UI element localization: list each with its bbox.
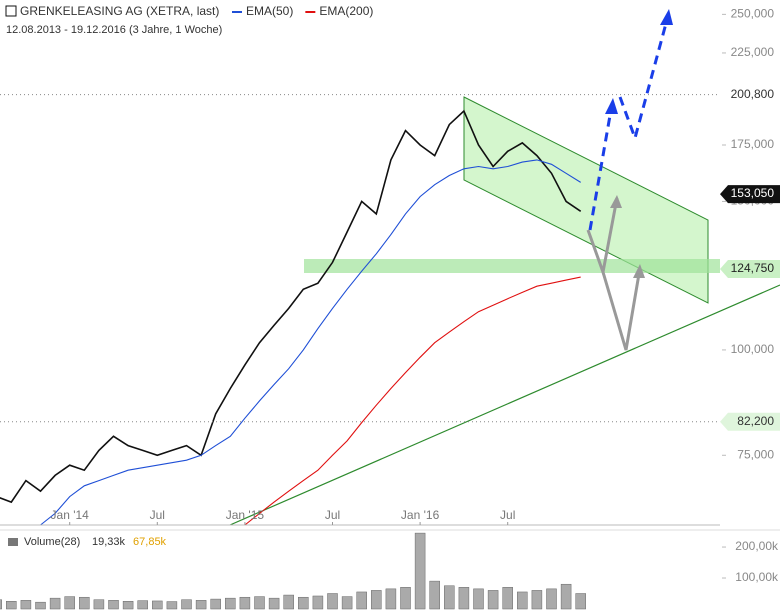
- level-label: 153,050: [731, 186, 775, 200]
- volume-annotation: 19,33k: [92, 536, 126, 548]
- level-box: [720, 85, 780, 104]
- x-tick-label: Jul: [150, 508, 165, 522]
- volume-bar: [356, 591, 367, 610]
- series-line: [40, 159, 581, 526]
- level-box: [720, 185, 780, 204]
- volume-bar: [35, 601, 46, 610]
- volume-bar: [487, 590, 499, 610]
- y-tick-label: 100,000: [731, 342, 775, 356]
- level-box: [720, 259, 780, 278]
- arrow-head: [660, 9, 673, 25]
- y-tick-label: 100,00k: [735, 570, 779, 584]
- volume-bar: [108, 600, 119, 610]
- volume-bar: [239, 596, 251, 610]
- volume-bar: [254, 596, 265, 610]
- volume-bar: [400, 587, 411, 610]
- volume-title: Volume(28): [24, 536, 80, 548]
- projection-arrow: [618, 15, 670, 143]
- legend-label: EMA(200): [319, 4, 373, 18]
- level-label: 82,200: [737, 414, 774, 428]
- volume-bar: [20, 600, 32, 610]
- legend-label: EMA(50): [246, 4, 293, 18]
- volume-bar: [429, 580, 440, 610]
- scenario-arrow: [601, 267, 642, 351]
- volume-bar: [560, 583, 572, 610]
- volume-bar: [502, 587, 513, 610]
- volume-bar: [166, 601, 178, 610]
- x-tick-label: Jan '14: [51, 508, 90, 522]
- volume-icon: [8, 538, 18, 546]
- trend-channel: [463, 96, 709, 304]
- x-tick-label: Jul: [325, 508, 340, 522]
- plot-area: [0, 109, 582, 526]
- level-label: 200,800: [731, 87, 775, 101]
- arrow-head: [610, 195, 622, 208]
- volume-bar: [225, 597, 236, 610]
- volume-bar: [444, 585, 455, 610]
- level-label: 124,750: [731, 261, 775, 275]
- volume-bar: [371, 590, 382, 610]
- projection-arrow: [588, 103, 614, 231]
- x-tick-label: Jan '16: [401, 508, 440, 522]
- volume-bar: [152, 600, 163, 610]
- legend-icon: [5, 5, 17, 17]
- volume-bar: [122, 601, 134, 610]
- volume-bar: [531, 590, 543, 610]
- arrow-head: [605, 98, 618, 114]
- volume-bar: [575, 593, 586, 610]
- volume-bar: [210, 598, 221, 610]
- volume-bar: [517, 591, 528, 610]
- support-zone: [304, 259, 720, 273]
- volume-bar: [6, 601, 17, 610]
- x-tick-label: Jan '15: [226, 508, 265, 522]
- volume-bar: [137, 600, 148, 610]
- arrow-head: [633, 264, 645, 278]
- subtitle: 12.08.2013 - 19.12.2016 (3 Jahre, 1 Woch…: [6, 24, 222, 36]
- legend-main: GRENKELEASING AG (XETRA, last): [20, 4, 219, 18]
- y-tick-label: 200,00k: [735, 539, 779, 553]
- volume-bar: [283, 594, 294, 610]
- series-line: [244, 276, 581, 526]
- volume-bar: [458, 587, 470, 610]
- trend-line: [229, 284, 780, 526]
- volume-bar: [268, 597, 280, 610]
- y-tick-label: 175,000: [731, 137, 775, 151]
- series-line: [0, 109, 582, 504]
- volume-bar: [298, 596, 309, 610]
- y-tick-label: 225,000: [731, 45, 775, 59]
- volume-bar: [64, 596, 75, 610]
- volume-bar: [341, 596, 353, 610]
- volume-bar: [473, 588, 484, 610]
- volume-annotation: 67,85k: [133, 536, 167, 548]
- x-tick-label: Jul: [500, 508, 515, 522]
- volume-bar: [93, 599, 105, 610]
- volume-bar: [312, 595, 324, 610]
- volume-bar: [414, 532, 426, 610]
- volume-bar: [546, 588, 557, 610]
- volume-bar: [385, 588, 397, 610]
- volume-bar: [79, 596, 90, 610]
- level-box: [720, 412, 780, 431]
- volume-bar: [327, 593, 338, 610]
- y-tick-label: 75,000: [737, 447, 774, 461]
- volume-bar: [195, 600, 207, 610]
- volume-bar: [181, 599, 192, 610]
- y-tick-label: 250,000: [731, 7, 775, 21]
- volume-bar: [49, 597, 61, 610]
- volume-bar: [0, 599, 2, 610]
